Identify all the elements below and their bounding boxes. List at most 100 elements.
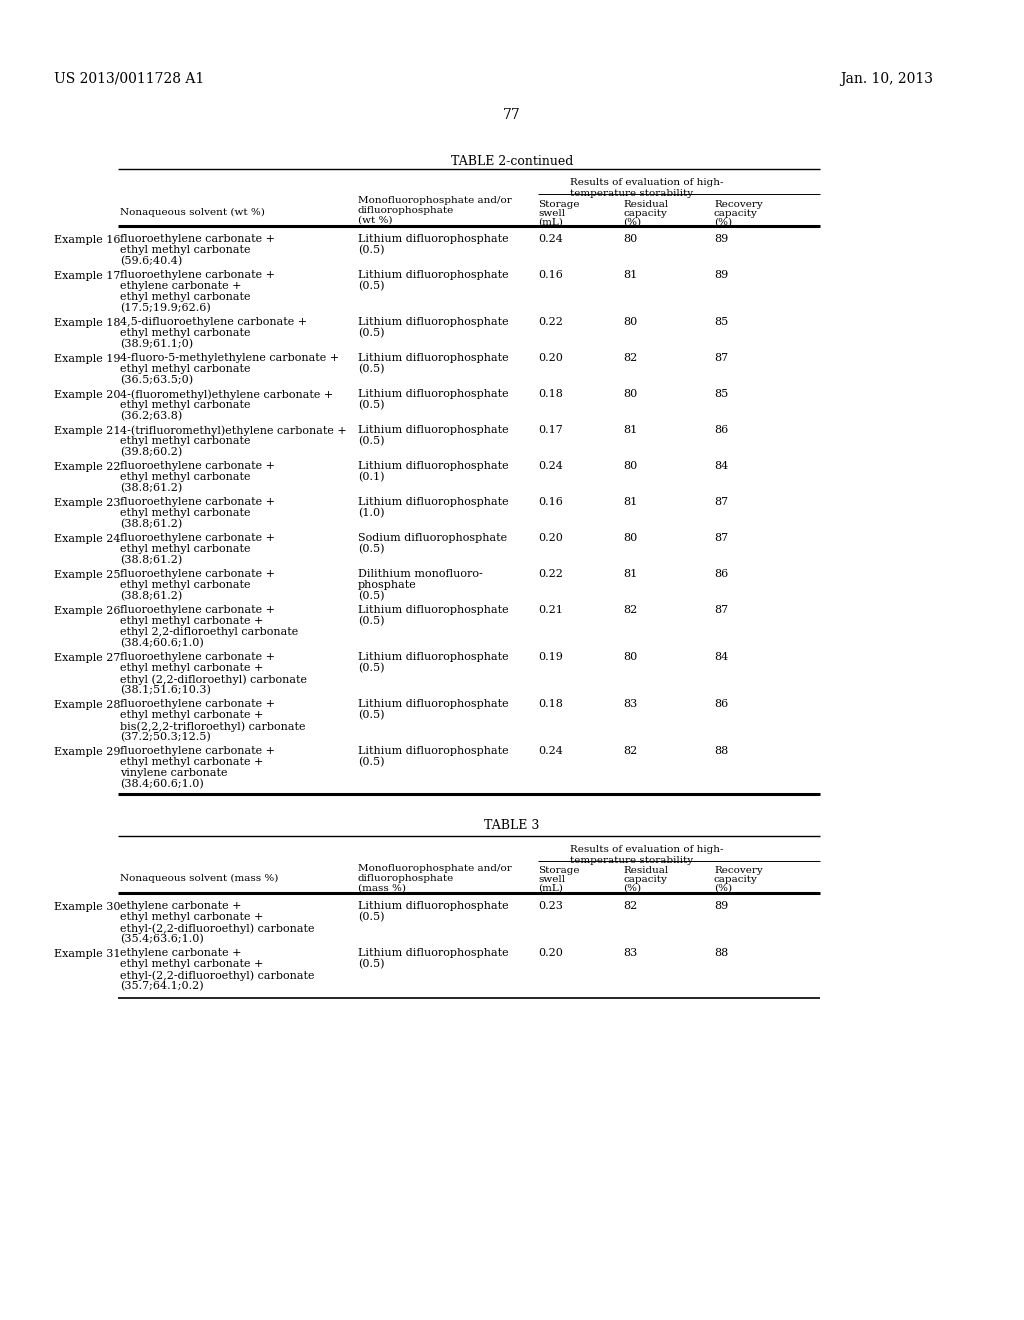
Text: Lithium difluorophosphate: Lithium difluorophosphate — [358, 461, 509, 471]
Text: fluoroethylene carbonate +: fluoroethylene carbonate + — [120, 461, 275, 471]
Text: Dilithium monofluoro-: Dilithium monofluoro- — [358, 569, 482, 579]
Text: Recovery: Recovery — [714, 866, 763, 875]
Text: 82: 82 — [623, 352, 637, 363]
Text: swell: swell — [538, 209, 565, 218]
Text: TABLE 2-continued: TABLE 2-continued — [451, 154, 573, 168]
Text: fluoroethylene carbonate +: fluoroethylene carbonate + — [120, 569, 275, 579]
Text: fluoroethylene carbonate +: fluoroethylene carbonate + — [120, 271, 275, 280]
Text: phosphate: phosphate — [358, 579, 417, 590]
Text: ethyl methyl carbonate +: ethyl methyl carbonate + — [120, 912, 263, 921]
Text: (39.8;60.2): (39.8;60.2) — [120, 447, 182, 457]
Text: 4,5-difluoroethylene carbonate +: 4,5-difluoroethylene carbonate + — [120, 317, 307, 327]
Text: 87: 87 — [714, 605, 728, 615]
Text: 87: 87 — [714, 498, 728, 507]
Text: Monofluorophosphate and/or: Monofluorophosphate and/or — [358, 195, 512, 205]
Text: (0.5): (0.5) — [358, 960, 384, 969]
Text: Nonaqueous solvent (mass %): Nonaqueous solvent (mass %) — [120, 874, 279, 883]
Text: (%): (%) — [623, 218, 641, 227]
Text: 0.23: 0.23 — [538, 902, 563, 911]
Text: TABLE 3: TABLE 3 — [484, 818, 540, 832]
Text: Example 17: Example 17 — [54, 271, 121, 281]
Text: 89: 89 — [714, 271, 728, 280]
Text: ethyl methyl carbonate: ethyl methyl carbonate — [120, 400, 251, 411]
Text: ethyl methyl carbonate: ethyl methyl carbonate — [120, 327, 251, 338]
Text: ethylene carbonate +: ethylene carbonate + — [120, 902, 242, 911]
Text: 83: 83 — [623, 700, 637, 709]
Text: (0.5): (0.5) — [358, 327, 384, 338]
Text: (%): (%) — [714, 218, 732, 227]
Text: ethyl methyl carbonate: ethyl methyl carbonate — [120, 544, 251, 554]
Text: 0.20: 0.20 — [538, 948, 563, 958]
Text: Lithium difluorophosphate: Lithium difluorophosphate — [358, 271, 509, 280]
Text: fluoroethylene carbonate +: fluoroethylene carbonate + — [120, 533, 275, 543]
Text: 85: 85 — [714, 389, 728, 399]
Text: ethyl methyl carbonate: ethyl methyl carbonate — [120, 364, 251, 374]
Text: 0.16: 0.16 — [538, 271, 563, 280]
Text: Lithium difluorophosphate: Lithium difluorophosphate — [358, 746, 509, 756]
Text: (0.5): (0.5) — [358, 616, 384, 626]
Text: fluoroethylene carbonate +: fluoroethylene carbonate + — [120, 498, 275, 507]
Text: swell: swell — [538, 875, 565, 884]
Text: Example 18: Example 18 — [54, 318, 121, 327]
Text: (0.5): (0.5) — [358, 436, 384, 446]
Text: 84: 84 — [714, 652, 728, 663]
Text: Lithium difluorophosphate: Lithium difluorophosphate — [358, 498, 509, 507]
Text: Example 23: Example 23 — [54, 498, 121, 508]
Text: (38.8;61.2): (38.8;61.2) — [120, 591, 182, 602]
Text: Example 30: Example 30 — [54, 902, 121, 912]
Text: 82: 82 — [623, 605, 637, 615]
Text: Monofluorophosphate and/or: Monofluorophosphate and/or — [358, 865, 512, 873]
Text: ethyl methyl carbonate: ethyl methyl carbonate — [120, 246, 251, 255]
Text: 87: 87 — [714, 533, 728, 543]
Text: Example 29: Example 29 — [54, 747, 121, 756]
Text: Example 24: Example 24 — [54, 535, 121, 544]
Text: (0.5): (0.5) — [358, 591, 384, 602]
Text: (38.1;51.6;10.3): (38.1;51.6;10.3) — [120, 685, 211, 696]
Text: Example 28: Example 28 — [54, 700, 121, 710]
Text: 80: 80 — [623, 533, 637, 543]
Text: 77: 77 — [503, 108, 521, 121]
Text: 0.24: 0.24 — [538, 234, 563, 244]
Text: Example 19: Example 19 — [54, 354, 121, 364]
Text: 0.22: 0.22 — [538, 569, 563, 579]
Text: ethyl methyl carbonate +: ethyl methyl carbonate + — [120, 756, 263, 767]
Text: ethyl-(2,2-difluoroethyl) carbonate: ethyl-(2,2-difluoroethyl) carbonate — [120, 923, 314, 933]
Text: 0.21: 0.21 — [538, 605, 563, 615]
Text: 81: 81 — [623, 569, 637, 579]
Text: 86: 86 — [714, 425, 728, 436]
Text: (38.9;61.1;0): (38.9;61.1;0) — [120, 339, 194, 350]
Text: (36.2;63.8): (36.2;63.8) — [120, 411, 182, 421]
Text: vinylene carbonate: vinylene carbonate — [120, 768, 227, 777]
Text: (0.5): (0.5) — [358, 544, 384, 554]
Text: (0.5): (0.5) — [358, 400, 384, 411]
Text: ethyl-(2,2-difluoroethyl) carbonate: ethyl-(2,2-difluoroethyl) carbonate — [120, 970, 314, 981]
Text: (0.5): (0.5) — [358, 281, 384, 292]
Text: ethyl 2,2-difloroethyl carbonate: ethyl 2,2-difloroethyl carbonate — [120, 627, 298, 638]
Text: ethyl methyl carbonate: ethyl methyl carbonate — [120, 292, 251, 302]
Text: 80: 80 — [623, 461, 637, 471]
Text: fluoroethylene carbonate +: fluoroethylene carbonate + — [120, 652, 275, 663]
Text: (38.8;61.2): (38.8;61.2) — [120, 554, 182, 565]
Text: Lithium difluorophosphate: Lithium difluorophosphate — [358, 902, 509, 911]
Text: Residual: Residual — [623, 866, 669, 875]
Text: 84: 84 — [714, 461, 728, 471]
Text: ethyl methyl carbonate +: ethyl methyl carbonate + — [120, 616, 263, 626]
Text: 0.22: 0.22 — [538, 317, 563, 327]
Text: 0.18: 0.18 — [538, 700, 563, 709]
Text: ethyl methyl carbonate +: ethyl methyl carbonate + — [120, 663, 263, 673]
Text: (%): (%) — [714, 884, 732, 894]
Text: 80: 80 — [623, 234, 637, 244]
Text: 89: 89 — [714, 902, 728, 911]
Text: Lithium difluorophosphate: Lithium difluorophosphate — [358, 389, 509, 399]
Text: Example 16: Example 16 — [54, 235, 121, 246]
Text: (38.4;60.6;1.0): (38.4;60.6;1.0) — [120, 779, 204, 789]
Text: (0.5): (0.5) — [358, 246, 384, 255]
Text: (35.4;63.6;1.0): (35.4;63.6;1.0) — [120, 935, 204, 944]
Text: ethyl (2,2-difloroethyl) carbonate: ethyl (2,2-difloroethyl) carbonate — [120, 675, 307, 685]
Text: ethyl methyl carbonate: ethyl methyl carbonate — [120, 436, 251, 446]
Text: (mass %): (mass %) — [358, 884, 406, 894]
Text: 89: 89 — [714, 234, 728, 244]
Text: 81: 81 — [623, 498, 637, 507]
Text: (wt %): (wt %) — [358, 216, 392, 224]
Text: ethylene carbonate +: ethylene carbonate + — [120, 281, 242, 290]
